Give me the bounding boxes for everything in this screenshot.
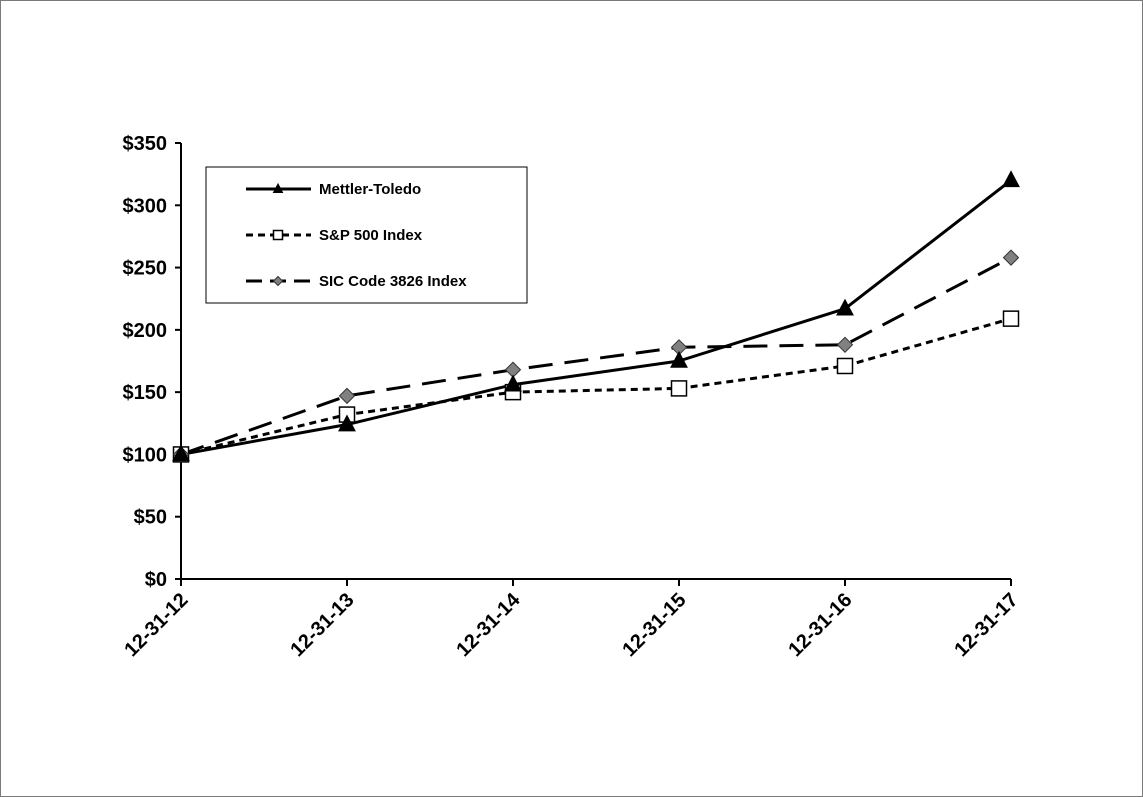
legend-marker-mettler-toledo — [272, 182, 284, 193]
x-tick-label: 12-31-16 — [784, 589, 856, 661]
y-tick-label: $200 — [123, 320, 168, 342]
data-point-sic-code-3826-index — [338, 387, 356, 405]
y-tick-label: $150 — [123, 382, 168, 404]
x-tick-label: 12-31-14 — [452, 588, 525, 661]
legend-marker-s-p-500-index — [272, 229, 284, 241]
series-line-sic-code-3826-index — [180, 256, 1012, 456]
data-point-mettler-toledo — [1002, 170, 1020, 188]
data-point-mettler-toledo — [172, 444, 190, 462]
legend-label-mettler-toledo: Mettler-Toledo — [319, 181, 421, 198]
legend-marker-sic-code-3826-index — [272, 275, 284, 287]
legend: Mettler-Toledo S&P 500 Index SIC Code 3826… — [205, 166, 528, 304]
y-tick-label: $0 — [145, 569, 167, 591]
data-point-mettler-toledo — [836, 298, 854, 316]
data-point-s-p-500-index — [670, 380, 688, 397]
series-line-mettler-toledo — [180, 179, 1012, 456]
data-point-mettler-toledo — [670, 350, 688, 368]
y-tick-label: $300 — [123, 195, 168, 217]
x-tick-label: 12-31-13 — [286, 589, 358, 661]
axes — [180, 143, 1011, 580]
y-tick-label: $100 — [123, 444, 168, 466]
x-axis-ticks: 12-31-12 12-31-13 12-31-14 12-31-15 12-31-16… — [120, 579, 1023, 661]
legend-label-sic-code-3826-index: SIC Code 3826 Index — [319, 273, 467, 290]
series-line-s-p-500-index — [180, 317, 1012, 456]
data-point-sic-code-3826-index — [1002, 249, 1020, 266]
y-tick-label: $50 — [134, 507, 167, 529]
data-point-sic-code-3826-index — [836, 336, 854, 354]
data-point-mettler-toledo — [504, 374, 522, 392]
data-point-s-p-500-index — [1002, 310, 1020, 327]
y-axis-ticks: $0 $50 $100 $150 $200 $250 $300 $350 — [123, 133, 181, 591]
data-point-mettler-toledo — [338, 414, 356, 432]
y-tick-label: $350 — [123, 133, 168, 155]
x-tick-label: 12-31-17 — [950, 589, 1022, 661]
x-tick-label: 12-31-15 — [618, 589, 690, 661]
x-tick-label: 12-31-12 — [120, 589, 192, 661]
data-point-s-p-500-index — [836, 357, 854, 375]
series-layer — [172, 170, 1020, 463]
y-tick-label: $250 — [123, 258, 168, 280]
legend-label-s-p-500-index: S&P 500 Index — [319, 227, 423, 244]
